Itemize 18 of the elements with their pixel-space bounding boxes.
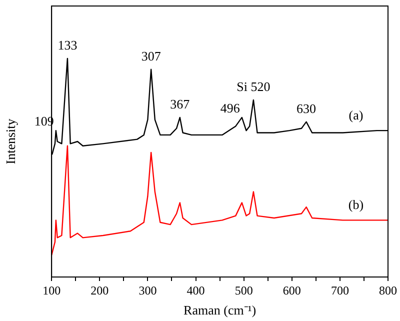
annotation: 307: [141, 48, 162, 64]
x-tick-label: 800: [379, 283, 397, 298]
x-tick-label: 600: [282, 283, 301, 298]
x-axis-title: Raman (cm⁻¹): [184, 302, 256, 318]
annotation: 367: [170, 96, 190, 112]
annotation: Si 520: [236, 78, 270, 94]
annotation: 630: [296, 100, 316, 116]
x-tick-label: 500: [234, 283, 253, 298]
annotation: 496: [220, 100, 240, 116]
series-label: (b): [348, 197, 364, 212]
x-tick-label: 300: [138, 283, 157, 298]
x-tick-label: 100: [42, 283, 61, 298]
series-label: (a): [348, 107, 364, 122]
x-tick-label: 700: [330, 283, 349, 298]
x-tick-label: 200: [90, 283, 109, 298]
y-axis-title: Intensity: [3, 118, 18, 164]
x-tick-label: 400: [186, 283, 205, 298]
annotation: 133: [58, 37, 78, 52]
